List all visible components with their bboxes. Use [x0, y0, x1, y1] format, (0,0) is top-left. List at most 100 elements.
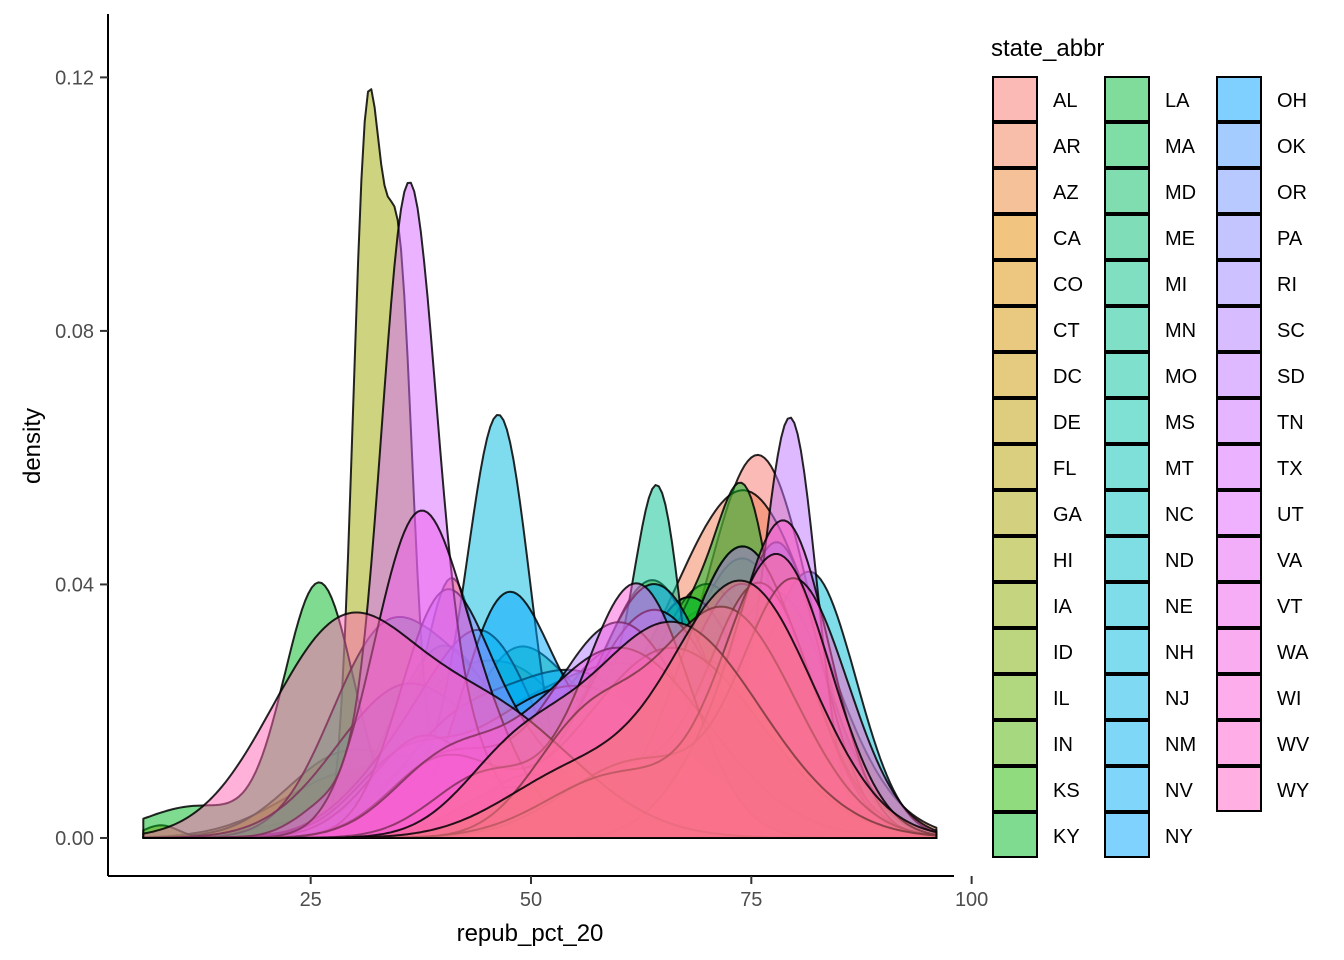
legend-label-nm: NM [1165, 734, 1196, 756]
legend-label-ny: NY [1165, 826, 1193, 848]
legend-key-in [992, 720, 1038, 766]
legend-key-vt [1216, 582, 1262, 628]
legend-label-al: AL [1053, 90, 1077, 112]
legend-key-sd [1216, 352, 1262, 398]
legend-key-de [992, 398, 1038, 444]
legend-key-ms [1104, 398, 1150, 444]
legend-key-ga [992, 490, 1038, 536]
legend-label-va: VA [1277, 550, 1303, 572]
legend-key-ky [992, 812, 1038, 858]
x-ticks: 25 50 75 100 [300, 876, 988, 911]
legend-key-ks [992, 766, 1038, 812]
legend-key-wv [1216, 720, 1262, 766]
legend-key-fl [992, 444, 1038, 490]
legend-label-wa: WA [1277, 642, 1309, 664]
legend-label-il: IL [1053, 688, 1070, 710]
legend-label-nj: NJ [1165, 688, 1189, 710]
legend-key-la [1104, 76, 1150, 122]
legend-key-va [1216, 536, 1262, 582]
legend-key-al [992, 76, 1038, 122]
legend-label-ma: MA [1165, 136, 1196, 158]
legend-label-nh: NH [1165, 642, 1194, 664]
legend-label-ky: KY [1053, 826, 1080, 848]
legend-label-pa: PA [1277, 228, 1303, 250]
legend-key-ia [992, 582, 1038, 628]
legend-label-hi: HI [1053, 550, 1073, 572]
legend-key-tn [1216, 398, 1262, 444]
legend-label-az: AZ [1053, 182, 1079, 204]
legend-key-md [1104, 168, 1150, 214]
legend-key-wi [1216, 674, 1262, 720]
legend-key-il [992, 674, 1038, 720]
legend-key-ny [1104, 812, 1150, 858]
legend-key-mi [1104, 260, 1150, 306]
legend-key-az [992, 168, 1038, 214]
x-tick-label: 75 [740, 889, 762, 911]
legend-label-ks: KS [1053, 780, 1080, 802]
legend-label-sc: SC [1277, 320, 1305, 342]
legend-key-ca [992, 214, 1038, 260]
legend-label-co: CO [1053, 274, 1083, 296]
legend-key-dc [992, 352, 1038, 398]
legend-items: AL AR AZ CA CO CT DC DE FL GA HI IA ID IL IN KS KY LA MA MD… [992, 76, 1310, 858]
legend-label-mo: MO [1165, 366, 1197, 388]
legend-key-nd [1104, 536, 1150, 582]
legend-key-ok [1216, 122, 1262, 168]
legend-label-nv: NV [1165, 780, 1193, 802]
legend-label-tn: TN [1277, 412, 1304, 434]
legend-key-nh [1104, 628, 1150, 674]
legend-label-la: LA [1165, 90, 1190, 112]
legend-label-wy: WY [1277, 780, 1309, 802]
legend-key-hi [992, 536, 1038, 582]
legend-key-co [992, 260, 1038, 306]
legend-key-ut [1216, 490, 1262, 536]
y-tick-label: 0.00 [55, 828, 94, 850]
legend-key-id [992, 628, 1038, 674]
legend-label-wv: WV [1277, 734, 1310, 756]
legend-label-de: DE [1053, 412, 1081, 434]
axes: 25 50 75 100 0.00 0.04 0.08 0.12 [55, 14, 988, 911]
legend-label-dc: DC [1053, 366, 1082, 388]
legend-label-or: OR [1277, 182, 1307, 204]
legend-label-mn: MN [1165, 320, 1196, 342]
legend-label-oh: OH [1277, 90, 1307, 112]
x-tick-label: 100 [955, 889, 988, 911]
legend-key-ri [1216, 260, 1262, 306]
legend-key-sc [1216, 306, 1262, 352]
legend-key-mt [1104, 444, 1150, 490]
legend-label-wi: WI [1277, 688, 1301, 710]
legend-key-nc [1104, 490, 1150, 536]
legend-key-or [1216, 168, 1262, 214]
legend-label-vt: VT [1277, 596, 1303, 618]
legend-label-ca: CA [1053, 228, 1081, 250]
x-tick-label: 25 [300, 889, 322, 911]
legend-key-ar [992, 122, 1038, 168]
legend-label-ms: MS [1165, 412, 1195, 434]
legend-label-ia: IA [1053, 596, 1073, 618]
legend-key-ne [1104, 582, 1150, 628]
y-tick-label: 0.12 [55, 67, 94, 89]
legend-label-ut: UT [1277, 504, 1304, 526]
legend-label-nd: ND [1165, 550, 1194, 572]
legend-label-md: MD [1165, 182, 1196, 204]
legend-key-wy [1216, 766, 1262, 812]
legend-label-ga: GA [1053, 504, 1083, 526]
legend-label-ok: OK [1277, 136, 1307, 158]
legend-label-mt: MT [1165, 458, 1194, 480]
legend-key-mn [1104, 306, 1150, 352]
x-axis-title: repub_pct_20 [457, 920, 604, 947]
legend-label-ne: NE [1165, 596, 1193, 618]
legend-key-oh [1216, 76, 1262, 122]
legend-label-mi: MI [1165, 274, 1187, 296]
plot-area [142, 88, 938, 839]
y-tick-label: 0.08 [55, 321, 94, 343]
legend-key-ct [992, 306, 1038, 352]
legend-label-tx: TX [1277, 458, 1303, 480]
legend-key-tx [1216, 444, 1262, 490]
legend-key-mo [1104, 352, 1150, 398]
y-ticks: 0.00 0.04 0.08 0.12 [55, 67, 108, 850]
legend-label-ct: CT [1053, 320, 1080, 342]
legend-key-wa [1216, 628, 1262, 674]
y-tick-label: 0.04 [55, 574, 94, 596]
